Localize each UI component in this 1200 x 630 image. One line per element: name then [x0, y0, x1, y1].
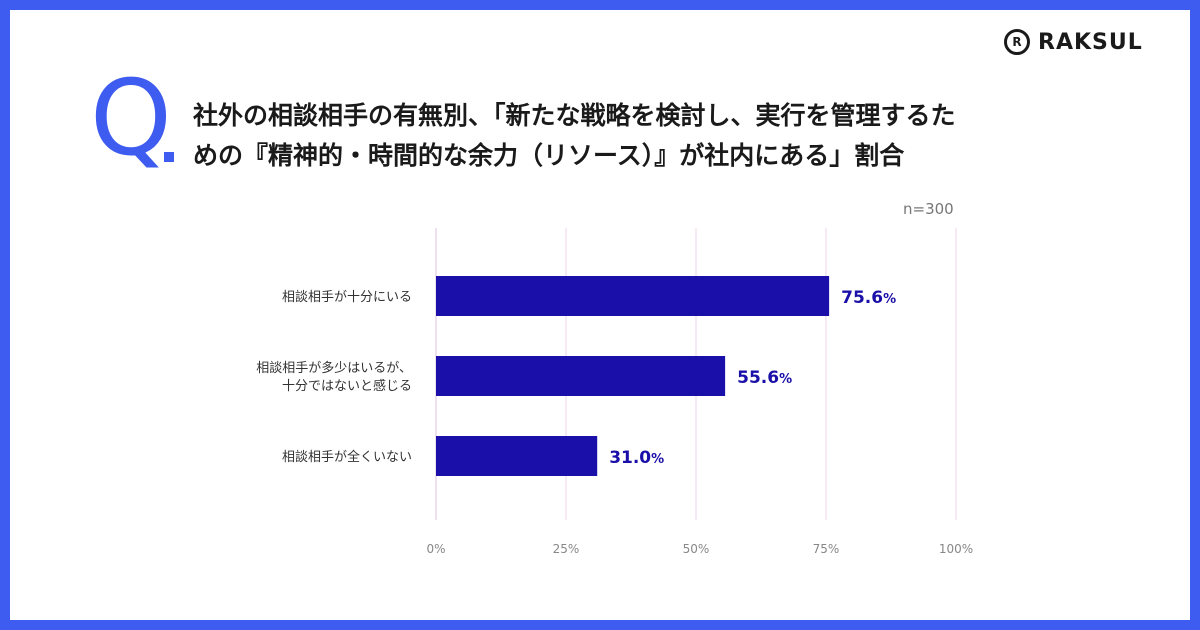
- x-tick-label: 50%: [683, 542, 710, 556]
- data-label: 75.6%: [841, 288, 896, 308]
- question-line-1: 社外の相談相手の有無別、「新たな戦略を検討し、実行を管理するた: [193, 101, 956, 130]
- bar: [436, 276, 830, 316]
- data-label: 55.6%: [737, 368, 792, 388]
- data-label-unit: %: [883, 292, 896, 307]
- x-tick-label: 0%: [426, 542, 445, 556]
- question-line-2: めの『精神的・時間的な余力（リソース）』が社内にある」割合: [193, 141, 905, 170]
- question-q-letter: Q: [90, 57, 172, 179]
- x-tick-label: 100%: [939, 542, 973, 556]
- x-tick-label: 25%: [553, 542, 580, 556]
- data-label-unit: %: [651, 452, 664, 467]
- category-label: 相談相手が全くいない: [282, 449, 412, 465]
- category-label: 相談相手が多少はいるが、: [256, 360, 412, 376]
- data-label-unit: %: [779, 372, 792, 387]
- raksul-logo: R RAKSUL: [1004, 29, 1143, 55]
- bar: [436, 356, 726, 396]
- raksul-logo-text: RAKSUL: [1038, 29, 1143, 55]
- raksul-logo-icon: R: [1004, 29, 1030, 55]
- category-label: 十分ではないと感じる: [282, 378, 412, 394]
- sample-size-label: n=300: [903, 200, 954, 218]
- category-label: 相談相手が十分にいる: [282, 289, 412, 305]
- x-tick-label: 75%: [813, 542, 840, 556]
- question-title: 社外の相談相手の有無別、「新たな戦略を検討し、実行を管理するた めの『精神的・時…: [193, 96, 1113, 176]
- bar: [436, 436, 598, 476]
- data-label: 31.0%: [609, 448, 664, 468]
- question-q-dot: [164, 152, 174, 162]
